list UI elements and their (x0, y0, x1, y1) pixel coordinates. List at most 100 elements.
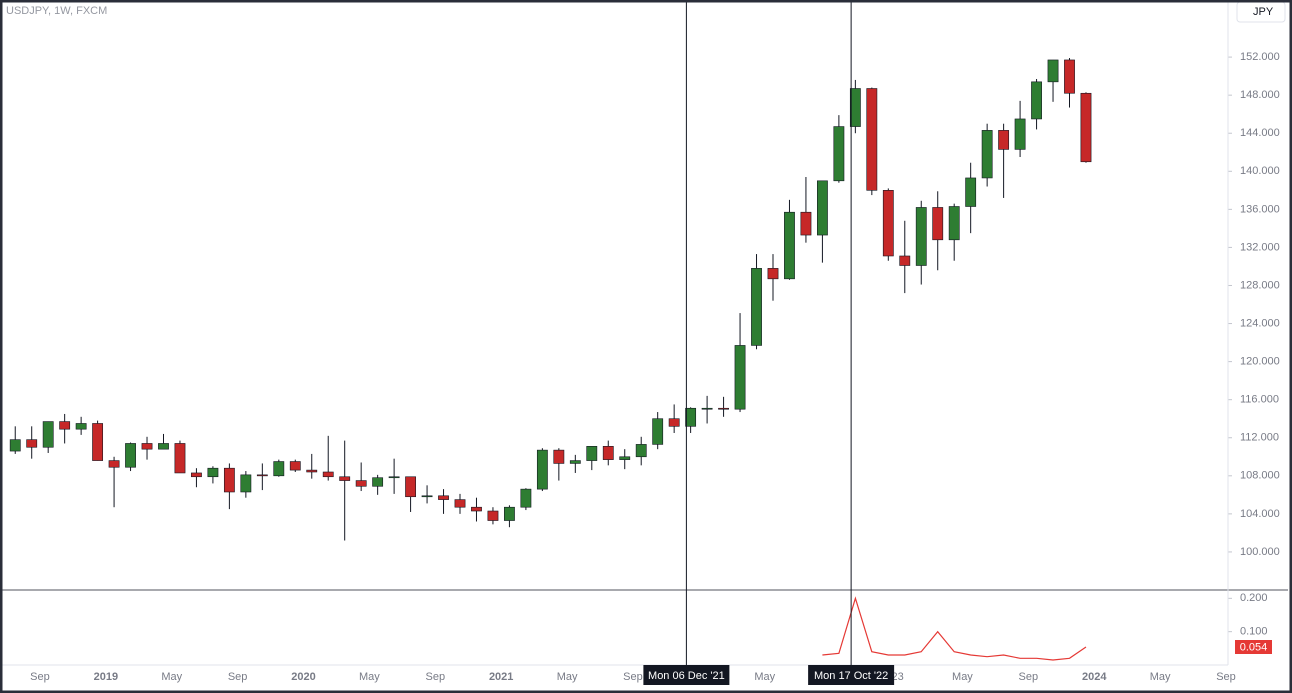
candle-body (899, 255, 911, 266)
candle-body (569, 460, 581, 464)
candle-body (438, 495, 449, 500)
indicator-tick-label: 0.200 (1240, 592, 1268, 604)
y-tick-label: 100.000 (1240, 546, 1280, 558)
candle-body (800, 211, 812, 236)
candle-body (817, 180, 828, 236)
x-tick-label: 2024 (1082, 671, 1107, 683)
last-value-label: 0.054 (1240, 641, 1268, 653)
indicator-tick-label: 0.100 (1240, 626, 1268, 638)
x-tick-label: 2021 (489, 671, 513, 683)
candle-body (619, 456, 631, 460)
candle-body (388, 476, 400, 479)
candle-body (652, 418, 664, 445)
x-tick-label: Sep (1216, 671, 1236, 683)
y-tick-label: 136.000 (1240, 203, 1280, 215)
candle-body (207, 467, 219, 478)
x-tick-label: Sep (426, 671, 446, 683)
candle-body (668, 418, 680, 427)
candle-body (223, 467, 235, 493)
crosshair-label: Mon 17 Oct '22 (814, 670, 888, 682)
candle-body (42, 421, 54, 448)
candle-body (289, 461, 301, 471)
x-tick-label: May (359, 671, 380, 683)
y-tick-label: 104.000 (1240, 508, 1280, 520)
candle-body (240, 474, 252, 493)
label-layer: 100.000 104.000 108.000 112.000 116.000 120.0… (30, 0, 1280, 685)
candle-body (174, 443, 186, 474)
x-tick-label: May (952, 671, 973, 683)
candle-body (635, 444, 647, 458)
candle-body (1031, 81, 1042, 120)
y-tick-label: 124.000 (1240, 317, 1280, 329)
candle-body (504, 506, 515, 521)
y-tick-label: 120.000 (1240, 356, 1280, 368)
candle-body (882, 190, 894, 257)
candle-body (998, 130, 1010, 150)
candle-body (1064, 59, 1075, 94)
candle-body (849, 88, 861, 127)
candle-body (734, 345, 746, 410)
symbol-title: USDJPY, 1W, FXCM (6, 5, 107, 17)
x-tick-label: May (161, 671, 182, 683)
candle-body (322, 471, 334, 478)
candle-body (981, 130, 993, 179)
x-tick-label: May (1150, 671, 1171, 683)
candle-body (306, 469, 318, 473)
candle-body (92, 423, 104, 461)
candle-body (273, 461, 285, 477)
x-tick-label: May (557, 671, 578, 683)
candle-body (158, 443, 169, 450)
grid-layer (1228, 56, 1232, 633)
plot-layer (9, 58, 1092, 661)
candle-body (1080, 92, 1092, 163)
candle-body (784, 211, 795, 280)
candle-body (125, 443, 136, 468)
x-tick-label: 2020 (291, 671, 315, 683)
candle-body (948, 206, 960, 241)
crosshair-badge (643, 665, 730, 685)
candle-body (586, 446, 598, 461)
y-tick-label: 148.000 (1240, 89, 1280, 101)
x-tick-label: Sep (623, 671, 643, 683)
candle-body (471, 506, 482, 512)
candle-body (355, 480, 367, 487)
x-tick-label: 2019 (94, 671, 118, 683)
candle-body (767, 268, 779, 280)
candle-body (141, 443, 153, 450)
candle-body (701, 407, 713, 410)
x-tick-label: Sep (228, 671, 248, 683)
candle-body (339, 476, 351, 481)
last-value-badge (1235, 640, 1272, 654)
candle-body (602, 446, 614, 460)
y-tick-label: 112.000 (1240, 432, 1279, 444)
candle-body (26, 439, 38, 448)
candle-body (487, 510, 499, 521)
candle-body (9, 439, 21, 452)
y-tick-label: 152.000 (1240, 51, 1280, 63)
candle-body (108, 460, 120, 468)
candle-body (372, 477, 384, 487)
candle-body (932, 207, 944, 241)
candle-body (75, 423, 87, 430)
candle-body (833, 126, 845, 182)
candle-body (915, 207, 927, 266)
y-tick-label: 132.000 (1240, 241, 1280, 253)
candle-body (421, 495, 433, 498)
x-tick-label: Sep (30, 671, 50, 683)
x-tick-label: Sep (1019, 671, 1039, 683)
candle-body (718, 407, 729, 410)
y-tick-label: 108.000 (1240, 470, 1280, 482)
indicator-line (822, 596, 1087, 661)
crosshair-badge (808, 665, 895, 685)
crosshair-label: Mon 06 Dec '21 (648, 670, 725, 682)
candle-body (965, 177, 977, 207)
candle-body (536, 449, 548, 490)
x-tick-label: May (754, 671, 775, 683)
y-tick-label: 116.000 (1240, 394, 1279, 406)
currency-label[interactable]: JPY (1253, 6, 1274, 18)
candle-body (553, 449, 565, 464)
candle-body (866, 88, 878, 191)
candle-body (751, 268, 762, 346)
